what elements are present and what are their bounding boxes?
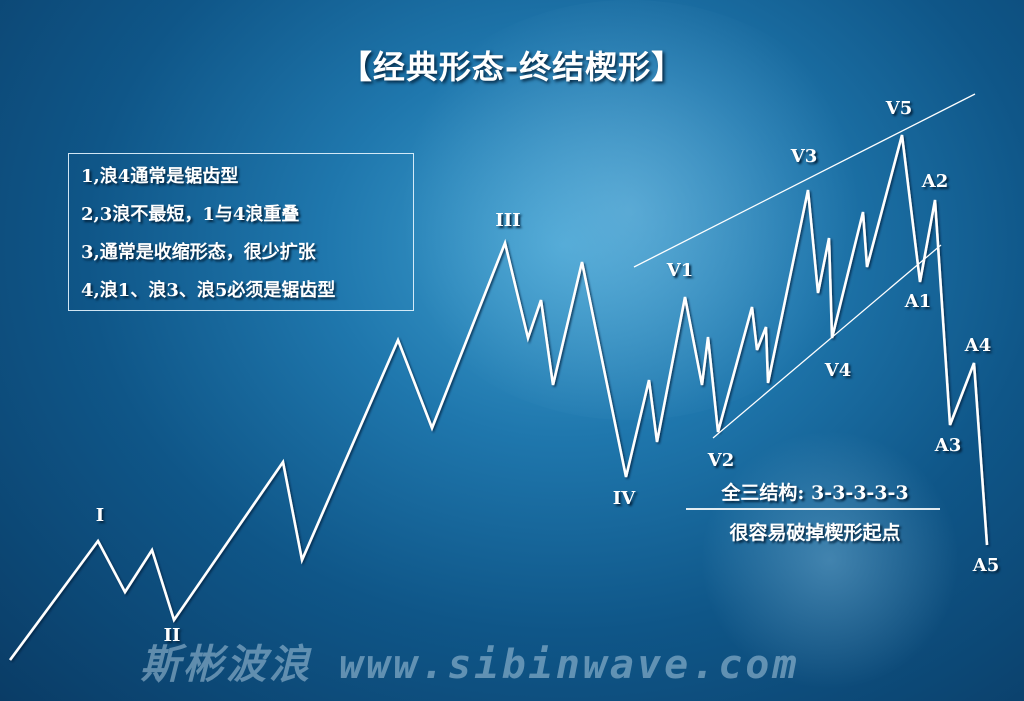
label-wave-III: III xyxy=(495,210,521,231)
rule-item: 2,3浪不最短，1与4浪重叠 xyxy=(81,204,300,225)
rule-item: 4,浪1、浪3、浪5必须是锯齿型 xyxy=(81,280,336,301)
label-wave-A2: A2 xyxy=(921,171,949,192)
label-wave-V1: V1 xyxy=(666,260,694,281)
label-wave-A5: A5 xyxy=(972,555,1000,576)
label-wave-V4: V4 xyxy=(824,360,852,381)
label-wave-A1: A1 xyxy=(904,291,932,312)
rule-item: 1,浪4通常是锯齿型 xyxy=(81,166,239,187)
label-wave-A3: A3 xyxy=(934,435,962,456)
label-wave-V3: V3 xyxy=(790,146,818,167)
label-wave-V2: V2 xyxy=(707,450,735,471)
structure-note: 全三结构: 3-3-3-3-3 xyxy=(721,482,909,504)
rule-item: 3,通常是收缩形态，很少扩张 xyxy=(81,242,316,263)
label-wave-IV: IV xyxy=(612,488,636,509)
warning-note: 很容易破掉楔形起点 xyxy=(729,522,901,544)
wedge-upper-trendline xyxy=(633,93,976,268)
wave-path xyxy=(8,134,989,661)
watermark: 斯彬波浪 www.sibinwave.com xyxy=(140,642,800,688)
label-wave-II: II xyxy=(163,625,181,646)
diagram-title: 【经典形态-终结楔形】 xyxy=(339,48,685,86)
label-wave-V5: V5 xyxy=(885,98,913,119)
wedge-lower-trendline xyxy=(712,244,942,439)
label-wave-I: I xyxy=(95,505,105,526)
rules-box: 1,浪4通常是锯齿型 2,3浪不最短，1与4浪重叠 3,通常是收缩形态，很少扩张… xyxy=(68,153,414,311)
label-wave-A4: A4 xyxy=(964,335,992,356)
